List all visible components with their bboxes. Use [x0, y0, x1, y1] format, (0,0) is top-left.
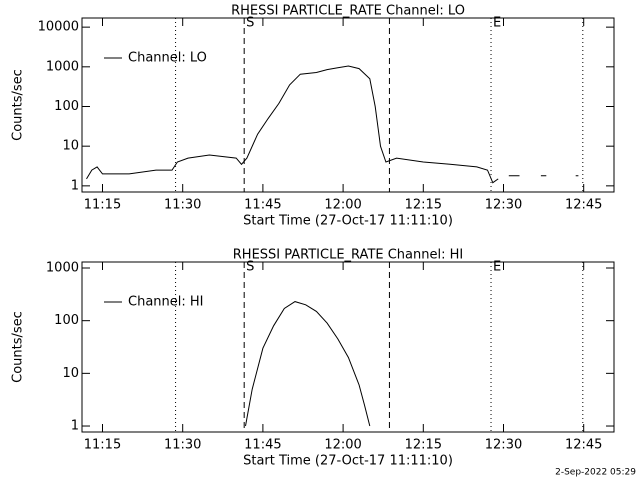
data-line	[245, 301, 371, 427]
y-tick-label: 100	[54, 99, 79, 114]
y-tick-label: 1	[71, 178, 79, 193]
marker-label: E	[493, 16, 501, 31]
y-tick-label: 1	[71, 419, 79, 434]
chart-title: RHESSI PARTICLE_RATE Channel: LO	[231, 4, 465, 19]
plot-frame	[81, 17, 615, 193]
legend-label: Channel: HI	[128, 295, 204, 310]
y-tick-label: 100	[54, 313, 79, 328]
marker-label: S	[246, 260, 254, 275]
x-tick-label: 12:30	[485, 198, 522, 213]
x-tick-label: 12:15	[405, 198, 442, 213]
plot-frame	[81, 261, 615, 433]
x-axis-label: Start Time (27-Oct-17 11:11:10)	[243, 454, 453, 469]
marker-label: S	[246, 16, 254, 31]
x-tick-label: 11:45	[244, 198, 281, 213]
y-tick-label: 1000	[46, 261, 79, 276]
footer: 2-Sep-2022 05:29	[555, 468, 636, 478]
chart-title: RHESSI PARTICLE_RATE Channel: HI	[233, 248, 463, 263]
y-tick-label: 1000	[46, 59, 79, 74]
x-tick-label: 11:15	[84, 438, 121, 453]
y-tick-label: 10	[62, 366, 79, 381]
x-tick-label: 12:45	[565, 438, 602, 453]
data-line	[86, 65, 579, 184]
marker-label: E	[493, 260, 501, 275]
y-axis-label: Counts/sec	[11, 69, 26, 141]
x-tick-label: 11:45	[244, 438, 281, 453]
x-tick-label: 11:30	[164, 198, 201, 213]
x-axis-label: Start Time (27-Oct-17 11:11:10)	[243, 214, 453, 229]
x-tick-label: 11:30	[164, 438, 201, 453]
x-tick-label: 12:00	[324, 198, 361, 213]
x-tick-label: 12:45	[565, 198, 602, 213]
x-tick-label: 12:00	[324, 438, 361, 453]
y-axis-label: Counts/sec	[11, 311, 26, 383]
x-tick-label: 12:30	[485, 438, 522, 453]
y-tick-label: 10	[62, 139, 79, 154]
x-tick-label: 11:15	[84, 198, 121, 213]
legend-label: Channel: LO	[128, 51, 207, 66]
x-tick-label: 12:15	[405, 438, 442, 453]
y-tick-label: 10000	[38, 20, 79, 35]
